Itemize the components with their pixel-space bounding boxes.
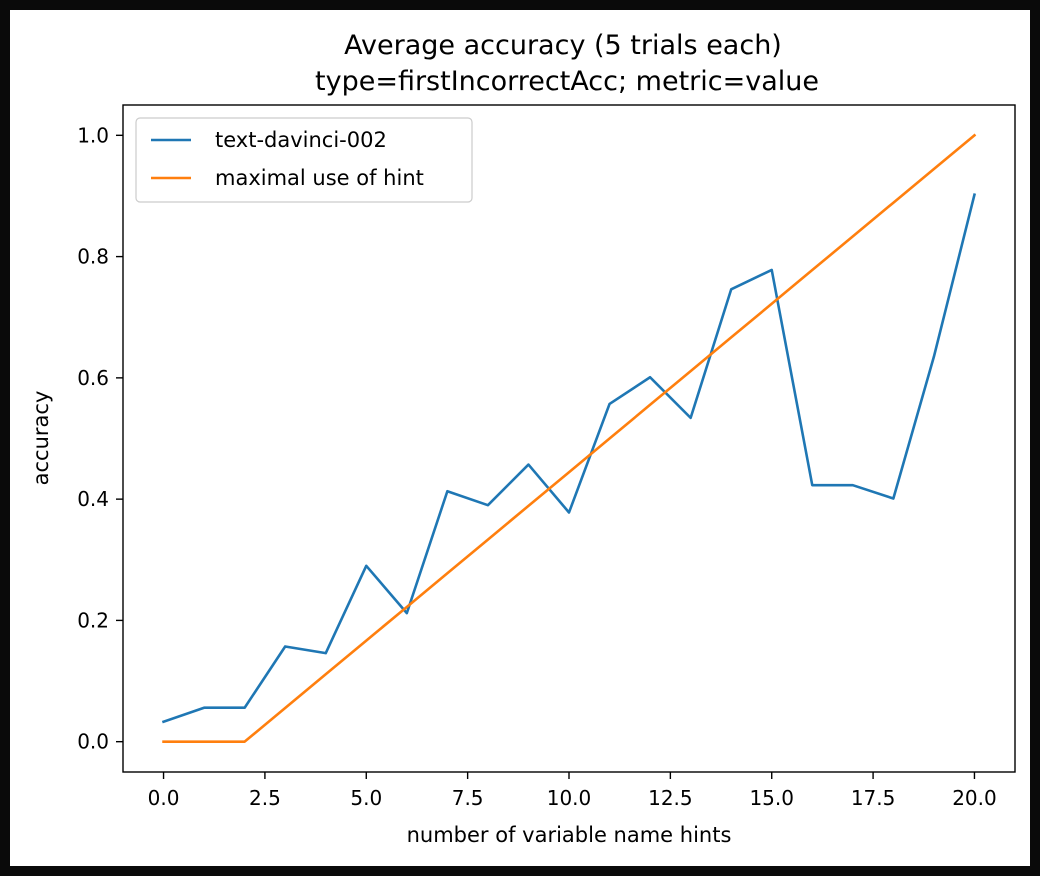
x-tick-label: 12.5 bbox=[648, 786, 693, 810]
legend-label-text-davinci-002: text-davinci-002 bbox=[215, 128, 387, 152]
x-tick-label: 5.0 bbox=[350, 786, 382, 810]
legend-frame bbox=[135, 117, 473, 203]
x-tick-label: 2.5 bbox=[249, 786, 281, 810]
plot-area-frame bbox=[122, 104, 1016, 773]
x-tick-label: 20.0 bbox=[952, 786, 997, 810]
y-tick-label: 0.2 bbox=[77, 608, 109, 632]
y-tick-label: 0.4 bbox=[77, 487, 109, 511]
y-tick-label: 0.8 bbox=[77, 245, 109, 269]
line-chart: Average accuracy (5 trials each) type=fi… bbox=[29, 30, 1016, 847]
y-tick-label: 1.0 bbox=[77, 123, 109, 147]
chart-subtitle: type=firstIncorrectAcc; metric=value bbox=[315, 66, 819, 97]
x-tick-label: 7.5 bbox=[452, 786, 484, 810]
x-tick-label: 0.0 bbox=[148, 786, 180, 810]
chart-title: Average accuracy (5 trials each) bbox=[344, 30, 782, 61]
legend-label-maximal-use-of-hint: maximal use of hint bbox=[215, 166, 424, 190]
series-line-maximal-use-of-hint bbox=[162, 133, 977, 743]
series-layer bbox=[161, 133, 977, 743]
chart-figure: Average accuracy (5 trials each) type=fi… bbox=[10, 10, 1030, 866]
ticks-layer: 0.0 2.5 5.0 7.5 10.0 12.5 15.0 17.5 20.0 0.0 0.2 0.… bbox=[77, 123, 997, 810]
y-tick-label: 0.6 bbox=[77, 366, 109, 390]
series-line-text-davinci-002 bbox=[161, 193, 977, 724]
x-tick-label: 15.0 bbox=[749, 786, 794, 810]
x-tick-label: 10.0 bbox=[547, 786, 592, 810]
x-tick-label: 17.5 bbox=[851, 786, 896, 810]
y-axis-label: accuracy bbox=[29, 391, 53, 486]
legend: text-davinci-002 maximal use of hint bbox=[135, 117, 473, 203]
y-tick-label: 0.0 bbox=[77, 730, 109, 754]
x-axis-label: number of variable name hints bbox=[407, 823, 732, 847]
